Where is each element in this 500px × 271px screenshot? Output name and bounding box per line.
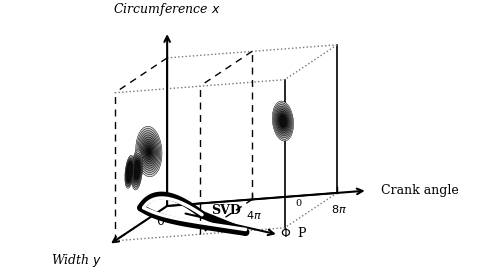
Ellipse shape — [136, 126, 162, 177]
Ellipse shape — [274, 105, 291, 138]
Text: $8\pi$: $8\pi$ — [331, 202, 346, 215]
Text: SVD: SVD — [212, 204, 242, 217]
Ellipse shape — [132, 152, 142, 188]
Ellipse shape — [142, 137, 156, 166]
Ellipse shape — [144, 141, 154, 162]
Ellipse shape — [280, 115, 286, 127]
Ellipse shape — [132, 153, 141, 186]
Text: Width $y$: Width $y$ — [50, 252, 102, 269]
Ellipse shape — [144, 143, 153, 160]
Ellipse shape — [140, 135, 158, 168]
Ellipse shape — [125, 155, 134, 188]
Ellipse shape — [278, 113, 287, 129]
Text: $4\pi$: $4\pi$ — [246, 209, 262, 221]
Ellipse shape — [134, 160, 140, 180]
Ellipse shape — [132, 155, 141, 185]
Ellipse shape — [138, 131, 160, 172]
Ellipse shape — [273, 103, 292, 139]
Ellipse shape — [147, 148, 151, 155]
Ellipse shape — [142, 139, 156, 164]
Ellipse shape — [146, 146, 152, 157]
Ellipse shape — [139, 133, 158, 170]
Text: $\Phi$  P: $\Phi$ P — [280, 226, 308, 240]
Ellipse shape — [276, 108, 290, 134]
Text: 0: 0 — [295, 199, 301, 208]
Ellipse shape — [137, 128, 161, 175]
Ellipse shape — [278, 111, 288, 131]
Ellipse shape — [277, 109, 289, 133]
Text: Crank angle: Crank angle — [382, 183, 459, 196]
Text: Circumference $x$: Circumference $x$ — [114, 1, 221, 18]
Ellipse shape — [131, 150, 142, 190]
Ellipse shape — [125, 157, 134, 187]
Ellipse shape — [126, 161, 132, 183]
Ellipse shape — [126, 158, 134, 186]
Ellipse shape — [275, 106, 291, 136]
Ellipse shape — [134, 159, 140, 181]
Ellipse shape — [126, 160, 133, 184]
Ellipse shape — [133, 157, 140, 183]
Ellipse shape — [272, 101, 293, 141]
Text: 0: 0 — [156, 215, 164, 228]
